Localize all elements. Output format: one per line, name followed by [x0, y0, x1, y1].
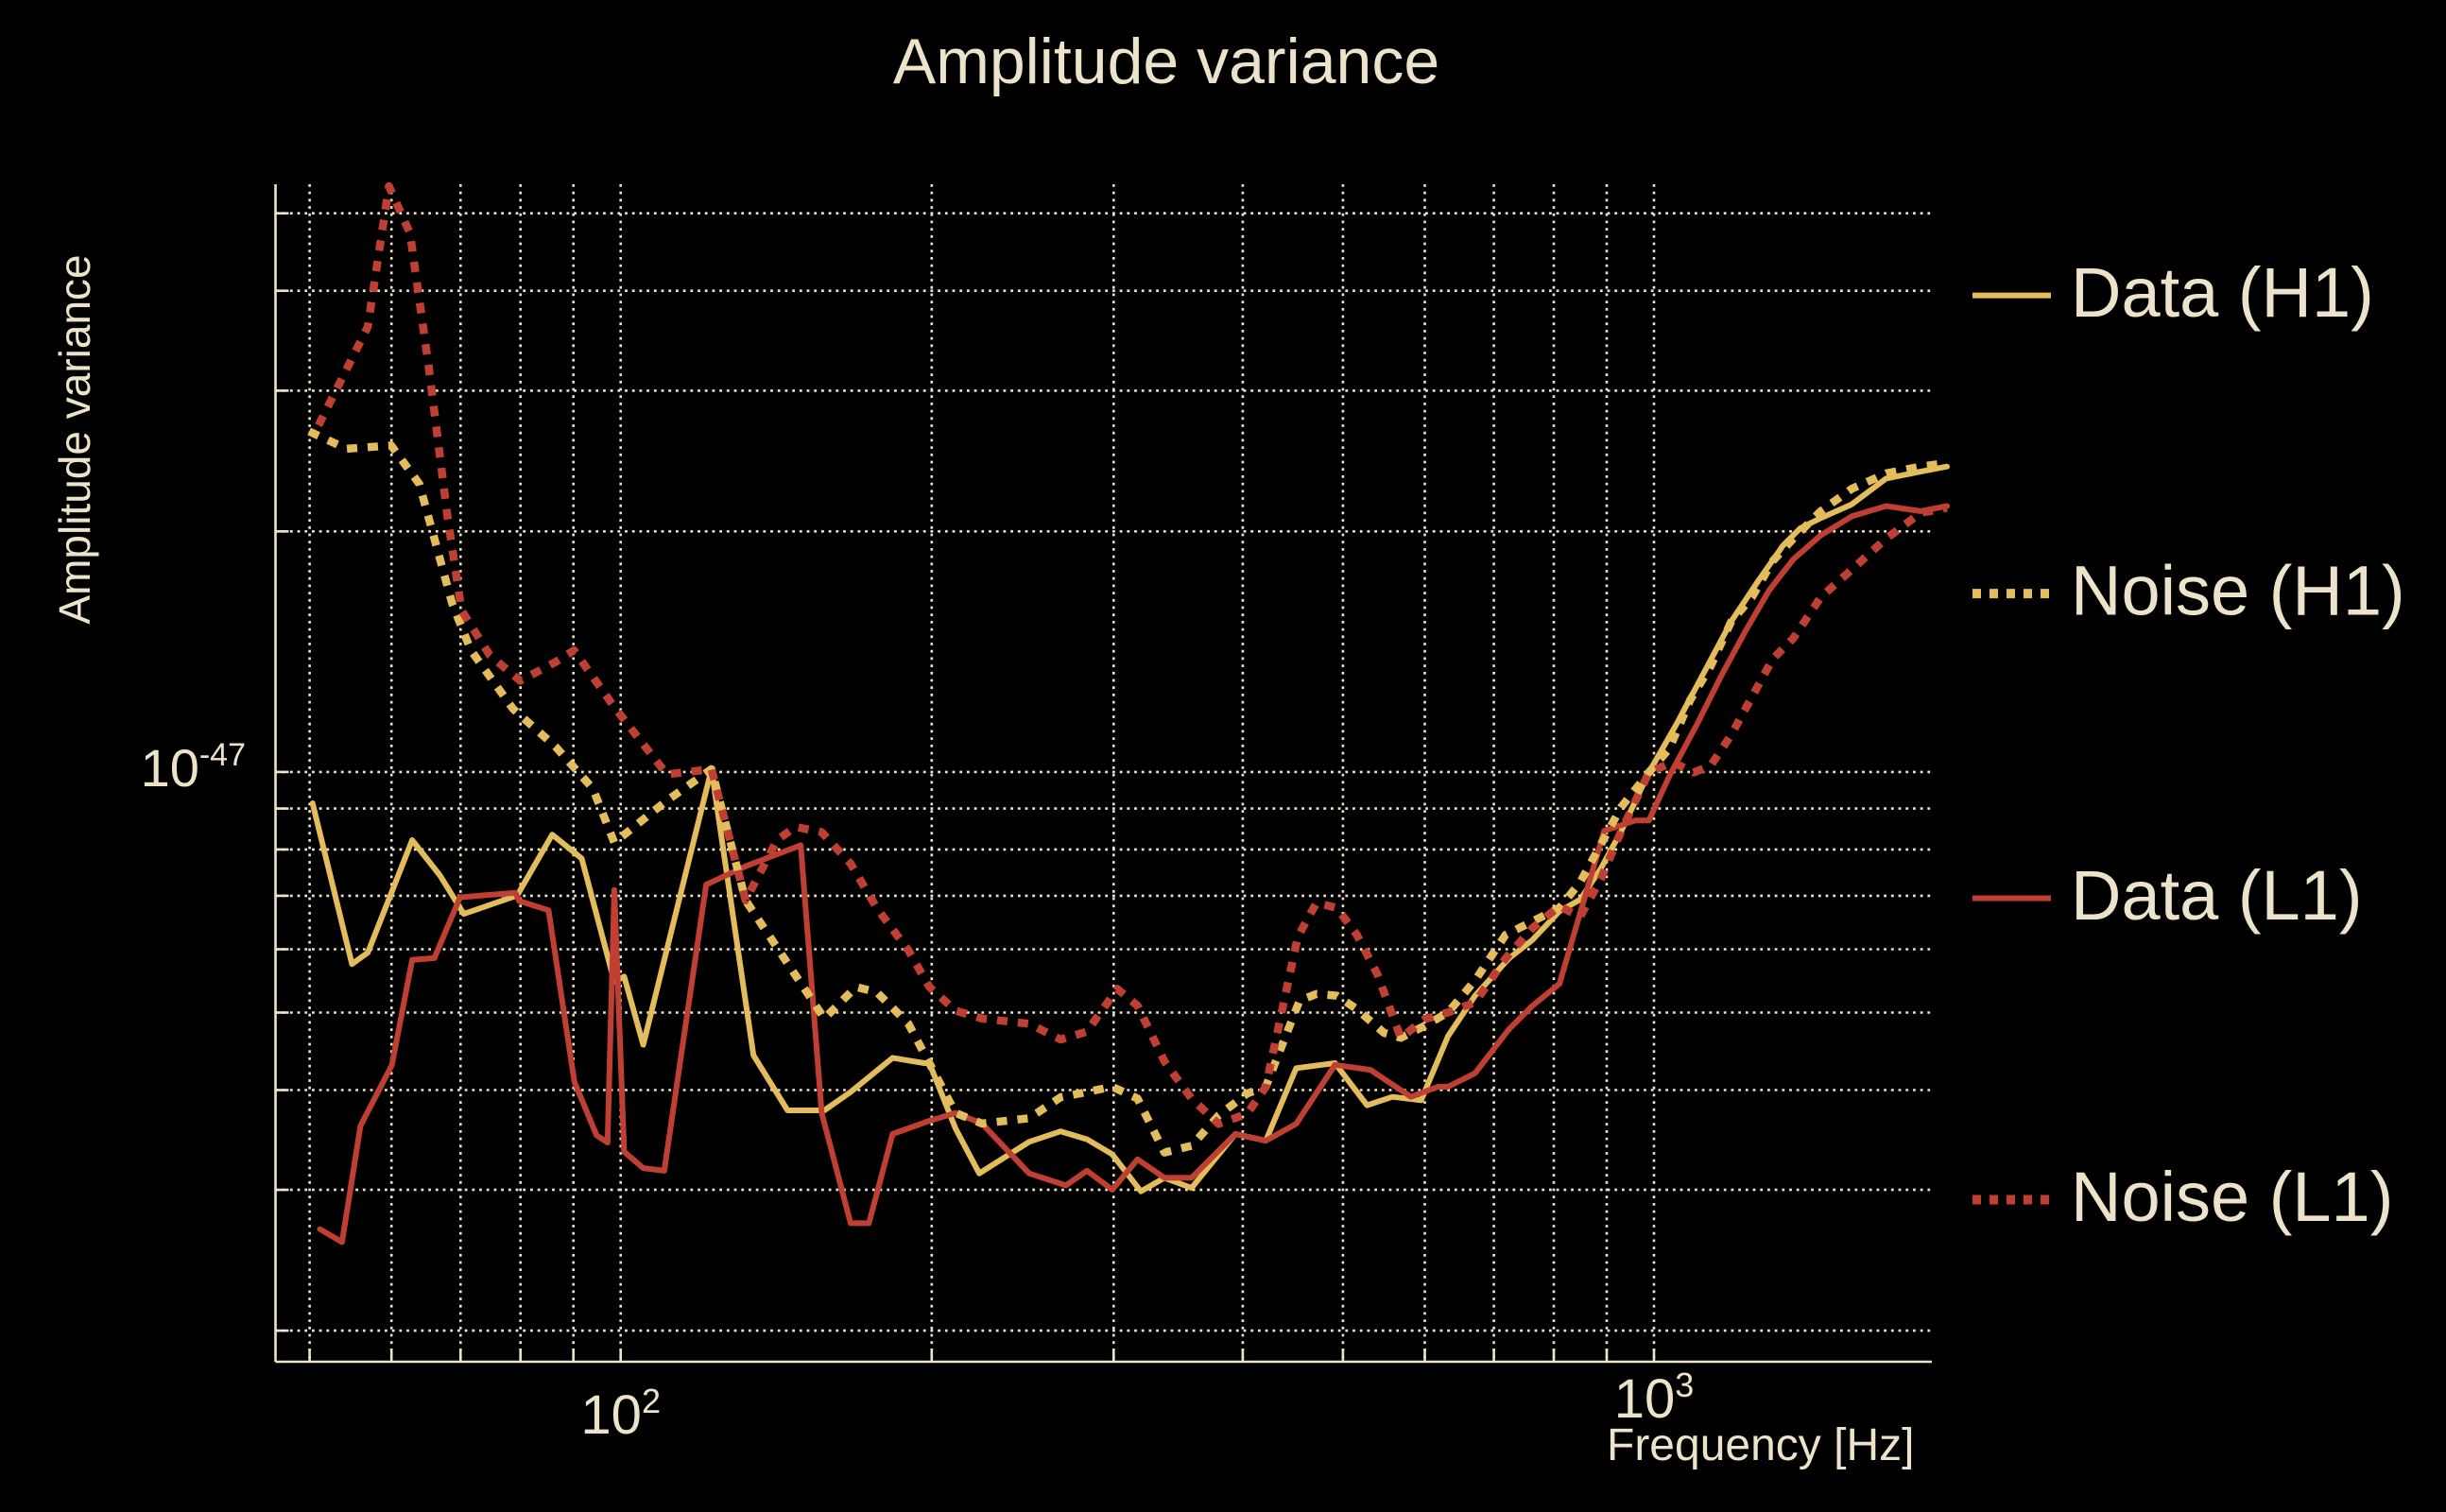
svg-text:Noise (L1): Noise (L1)	[2071, 1158, 2393, 1236]
svg-text:Data (L1): Data (L1)	[2071, 856, 2362, 935]
svg-text:Amplitude variance: Amplitude variance	[893, 26, 1439, 97]
svg-text:Amplitude variance: Amplitude variance	[50, 254, 99, 624]
svg-text:Noise (H1): Noise (H1)	[2071, 552, 2405, 630]
svg-text:Data (H1): Data (H1)	[2071, 253, 2374, 332]
